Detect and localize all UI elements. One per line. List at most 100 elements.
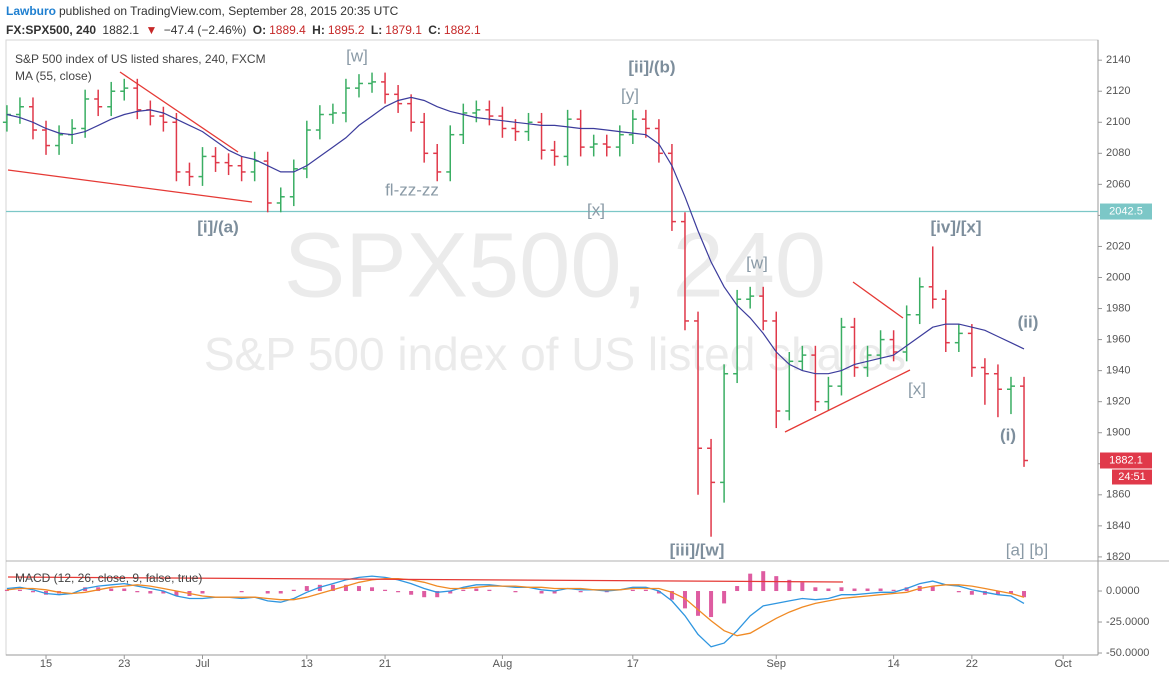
- y-tick-label: 1860: [1106, 489, 1130, 501]
- ohlc-key: H:: [312, 23, 325, 37]
- plot: 1820184018601880190019201940196019802000…: [2, 54, 1152, 670]
- ohlc-key: L:: [370, 23, 383, 37]
- histogram-bar: [839, 587, 844, 592]
- histogram-bar: [709, 591, 714, 618]
- y-tick-label: 2100: [1106, 116, 1130, 128]
- y-tick-label: 0.0000: [1106, 585, 1140, 597]
- countdown-label: 24:51: [1118, 471, 1146, 483]
- countdown-tag: [1112, 469, 1152, 485]
- price-tag-label: 2042.5: [1109, 205, 1143, 217]
- histogram-bar: [291, 589, 296, 592]
- histogram-bar: [4, 589, 9, 592]
- y-tick-label: 2120: [1106, 85, 1130, 97]
- wave-label: [x]: [587, 200, 605, 219]
- histogram-bar: [995, 591, 1000, 595]
- ohlc-key: C:: [428, 23, 441, 37]
- wave-label: [iii]/[w]: [670, 540, 725, 559]
- histogram-bar: [748, 573, 753, 592]
- x-tick-label: 22: [966, 658, 978, 670]
- histogram-bar: [487, 589, 492, 592]
- trendline: [119, 71, 239, 153]
- wave-label: (ii): [1018, 312, 1039, 331]
- histogram-bar: [630, 589, 635, 592]
- histogram-bar: [239, 591, 244, 593]
- ohlc-value: 1879.1: [385, 23, 422, 37]
- x-tick-label: 14: [887, 658, 899, 670]
- change: −47.4 (−2.46%): [163, 23, 247, 37]
- y-tick-label: 1960: [1106, 333, 1130, 345]
- trendline: [852, 281, 904, 319]
- wave-label: [i]/(a): [197, 217, 239, 236]
- arrow: ▼: [145, 23, 158, 37]
- histogram-bar: [696, 591, 701, 616]
- histogram-bar: [813, 587, 818, 592]
- author: Lawburo: [6, 4, 56, 18]
- y-tick-label: 2020: [1106, 240, 1130, 252]
- histogram-bar: [826, 588, 831, 592]
- trendline: [784, 369, 911, 433]
- histogram-bar: [878, 588, 883, 592]
- ohlc-key: O:: [252, 23, 267, 37]
- histogram-bar: [656, 591, 661, 594]
- x-tick-label: 13: [301, 658, 313, 670]
- symbol: FX:SPX500, 240: [6, 23, 97, 37]
- y-tick-label: 1920: [1106, 396, 1130, 408]
- ohlc-value: 1895.2: [327, 23, 365, 37]
- wave-label: (i): [1000, 425, 1016, 444]
- y-tick-label: 1940: [1106, 365, 1130, 377]
- wave-label: [x]: [908, 379, 926, 398]
- x-tick-label: Sep: [766, 658, 786, 670]
- quote-line: FX:SPX500, 240 1882.1 ▼ −47.4 (−2.46%) O…: [6, 21, 484, 40]
- y-tick-label: -25.0000: [1106, 616, 1149, 628]
- macd-line: [6, 575, 1025, 648]
- y-tick-label: 1980: [1106, 302, 1130, 314]
- trendline: [7, 169, 253, 203]
- histogram-bar: [304, 586, 309, 592]
- histogram-bar: [474, 588, 479, 592]
- y-tick-label: 1820: [1106, 551, 1130, 563]
- histogram-bar: [774, 576, 779, 592]
- wave-label: [ii]/(b): [628, 57, 675, 76]
- trendline: [7, 576, 844, 583]
- histogram-bar: [643, 589, 648, 592]
- histogram-bar: [669, 591, 674, 600]
- histogram-bar: [969, 591, 974, 595]
- price-tag: [1100, 452, 1152, 469]
- histogram-bar: [174, 591, 179, 596]
- histogram-bar: [956, 591, 961, 593]
- y-tick-label: 1900: [1106, 427, 1130, 439]
- wave-label: [a] [b]: [1006, 540, 1049, 559]
- histogram-bar: [30, 591, 35, 593]
- histogram-bar: [135, 591, 140, 593]
- histogram-bar: [265, 591, 270, 594]
- histogram-bar: [383, 589, 388, 592]
- ohlc-value: 1882.1: [443, 23, 481, 37]
- y-tick-label: 1840: [1106, 520, 1130, 532]
- wave-label: fl-zz-zz: [385, 180, 439, 199]
- x-tick-label: 21: [379, 658, 391, 670]
- histogram-bar: [17, 589, 22, 592]
- y-tick-label: 2140: [1106, 54, 1130, 66]
- histogram-bar: [122, 588, 127, 592]
- histogram-bar: [448, 591, 453, 594]
- header: Lawburo published on TradingView.com, Sep…: [6, 2, 484, 40]
- histogram-bar: [461, 589, 466, 592]
- published: published on TradingView.com, September …: [59, 4, 399, 18]
- histogram-bar: [787, 579, 792, 592]
- wave-label: [iv]/[x]: [931, 217, 982, 236]
- watermark: SPX500, 240: [284, 214, 826, 316]
- wave-label: [w]: [346, 46, 368, 65]
- histogram-bar: [578, 591, 583, 593]
- x-tick-label: Aug: [493, 658, 513, 670]
- publish-line: Lawburo published on TradingView.com, Sep…: [6, 2, 484, 21]
- histogram-bar: [552, 591, 557, 594]
- histogram-bar: [852, 588, 857, 592]
- price-tag: [1100, 203, 1152, 220]
- last: 1882.1: [102, 23, 140, 37]
- signal-line: [6, 577, 1025, 637]
- wave-label: [w]: [746, 253, 768, 272]
- histogram-bar: [539, 591, 544, 594]
- x-tick-label: 17: [627, 658, 639, 670]
